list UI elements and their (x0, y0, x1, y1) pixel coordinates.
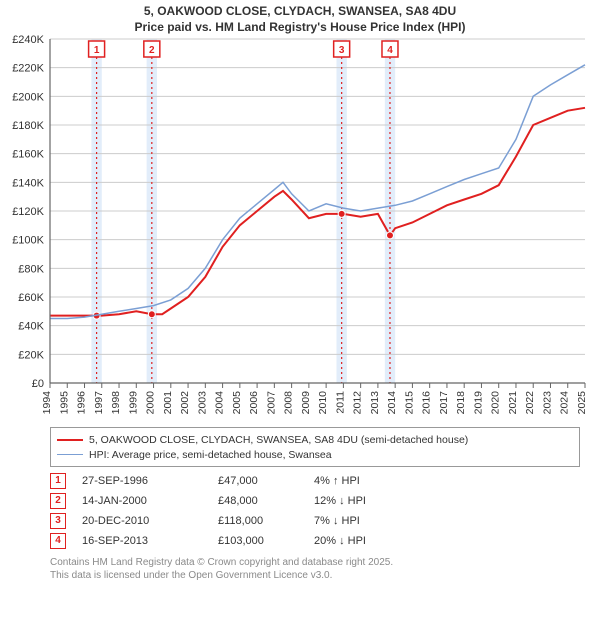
svg-text:2006: 2006 (248, 391, 260, 415)
svg-text:3: 3 (339, 45, 345, 56)
svg-text:£240K: £240K (12, 35, 44, 46)
svg-text:4: 4 (387, 45, 393, 56)
event-date: 20-DEC-2010 (82, 515, 202, 527)
svg-text:1997: 1997 (93, 391, 105, 415)
svg-text:1994: 1994 (41, 391, 53, 415)
legend-item: HPI: Average price, semi-detached house,… (57, 447, 573, 462)
event-hpi: 12% ↓ HPI (314, 495, 434, 507)
svg-text:2007: 2007 (265, 391, 277, 415)
svg-text:£20K: £20K (18, 350, 44, 362)
svg-text:1995: 1995 (58, 391, 70, 415)
legend-label: 5, OAKWOOD CLOSE, CLYDACH, SWANSEA, SA8 … (89, 434, 468, 446)
svg-text:2011: 2011 (334, 391, 346, 414)
svg-text:£120K: £120K (12, 206, 44, 218)
event-date: 16-SEP-2013 (82, 535, 202, 547)
event-row: 3 20-DEC-2010 £118,000 7% ↓ HPI (50, 511, 580, 531)
events-table: 1 27-SEP-1996 £47,000 4% ↑ HPI 2 14-JAN-2000 £… (50, 471, 580, 551)
legend-swatch (57, 454, 83, 456)
event-hpi: 4% ↑ HPI (314, 475, 434, 487)
svg-text:2009: 2009 (300, 391, 312, 415)
svg-text:2019: 2019 (472, 391, 484, 415)
svg-text:2015: 2015 (403, 391, 415, 415)
event-hpi: 20% ↓ HPI (314, 535, 434, 547)
chart-plot-area: £0 £20K £40K £60K £80K £100K £120K £140K £160K £1… (0, 35, 600, 427)
svg-text:2017: 2017 (438, 391, 450, 415)
svg-text:2024: 2024 (559, 391, 571, 415)
legend: 5, OAKWOOD CLOSE, CLYDACH, SWANSEA, SA8 … (50, 427, 580, 467)
svg-text:2012: 2012 (352, 391, 364, 415)
svg-text:2005: 2005 (231, 391, 243, 415)
event-row: 4 16-SEP-2013 £103,000 20% ↓ HPI (50, 531, 580, 551)
footer-line-2: This data is licensed under the Open Gov… (50, 570, 580, 583)
svg-text:2018: 2018 (455, 391, 467, 415)
svg-text:£180K: £180K (12, 120, 44, 132)
svg-text:£80K: £80K (18, 264, 44, 276)
title-line-1: 5, OAKWOOD CLOSE, CLYDACH, SWANSEA, SA8 … (0, 4, 600, 20)
svg-text:2016: 2016 (421, 391, 433, 415)
event-hpi: 7% ↓ HPI (314, 515, 434, 527)
svg-text:£40K: £40K (18, 321, 44, 333)
svg-text:2010: 2010 (317, 391, 329, 415)
event-number-badge: 3 (50, 513, 66, 529)
legend-swatch (57, 439, 83, 441)
svg-text:2008: 2008 (283, 391, 295, 415)
event-row: 1 27-SEP-1996 £47,000 4% ↑ HPI (50, 471, 580, 491)
svg-text:£60K: £60K (18, 292, 44, 304)
svg-text:£100K: £100K (12, 235, 44, 247)
event-date: 14-JAN-2000 (82, 495, 202, 507)
svg-text:1996: 1996 (76, 391, 88, 415)
event-number-badge: 1 (50, 473, 66, 489)
title-line-2: Price paid vs. HM Land Registry's House … (0, 20, 600, 36)
svg-text:2022: 2022 (524, 391, 536, 415)
svg-text:£220K: £220K (12, 63, 44, 75)
event-date: 27-SEP-1996 (82, 475, 202, 487)
svg-text:2004: 2004 (214, 391, 226, 415)
svg-text:2025: 2025 (576, 391, 588, 415)
event-price: £118,000 (218, 515, 298, 527)
svg-text:2003: 2003 (196, 391, 208, 415)
event-row: 2 14-JAN-2000 £48,000 12% ↓ HPI (50, 491, 580, 511)
svg-text:£200K: £200K (12, 92, 44, 104)
event-price: £47,000 (218, 475, 298, 487)
legend-label: HPI: Average price, semi-detached house,… (89, 449, 332, 461)
svg-text:2021: 2021 (507, 391, 519, 415)
chart-container: 5, OAKWOOD CLOSE, CLYDACH, SWANSEA, SA8 … (0, 0, 600, 620)
footer-note: Contains HM Land Registry data © Crown c… (50, 557, 580, 582)
svg-text:2020: 2020 (490, 391, 502, 415)
svg-text:£160K: £160K (12, 149, 44, 161)
event-price: £103,000 (218, 535, 298, 547)
svg-text:2000: 2000 (145, 391, 157, 415)
event-number-badge: 2 (50, 493, 66, 509)
event-number-badge: 4 (50, 533, 66, 549)
footer-line-1: Contains HM Land Registry data © Crown c… (50, 557, 580, 570)
chart-title: 5, OAKWOOD CLOSE, CLYDACH, SWANSEA, SA8 … (0, 0, 600, 35)
svg-text:2001: 2001 (162, 391, 174, 415)
svg-text:2014: 2014 (386, 391, 398, 415)
svg-text:2002: 2002 (179, 391, 191, 415)
svg-text:£140K: £140K (12, 178, 44, 190)
svg-text:1998: 1998 (110, 391, 122, 415)
svg-text:2: 2 (149, 45, 155, 56)
svg-text:2023: 2023 (541, 391, 553, 415)
line-chart-svg: £0 £20K £40K £60K £80K £100K £120K £140K £160K £1… (0, 35, 600, 427)
svg-text:1: 1 (94, 45, 100, 56)
svg-text:1999: 1999 (127, 391, 139, 415)
legend-item: 5, OAKWOOD CLOSE, CLYDACH, SWANSEA, SA8 … (57, 432, 573, 447)
svg-text:2013: 2013 (369, 391, 381, 415)
event-price: £48,000 (218, 495, 298, 507)
svg-text:£0: £0 (32, 378, 44, 390)
